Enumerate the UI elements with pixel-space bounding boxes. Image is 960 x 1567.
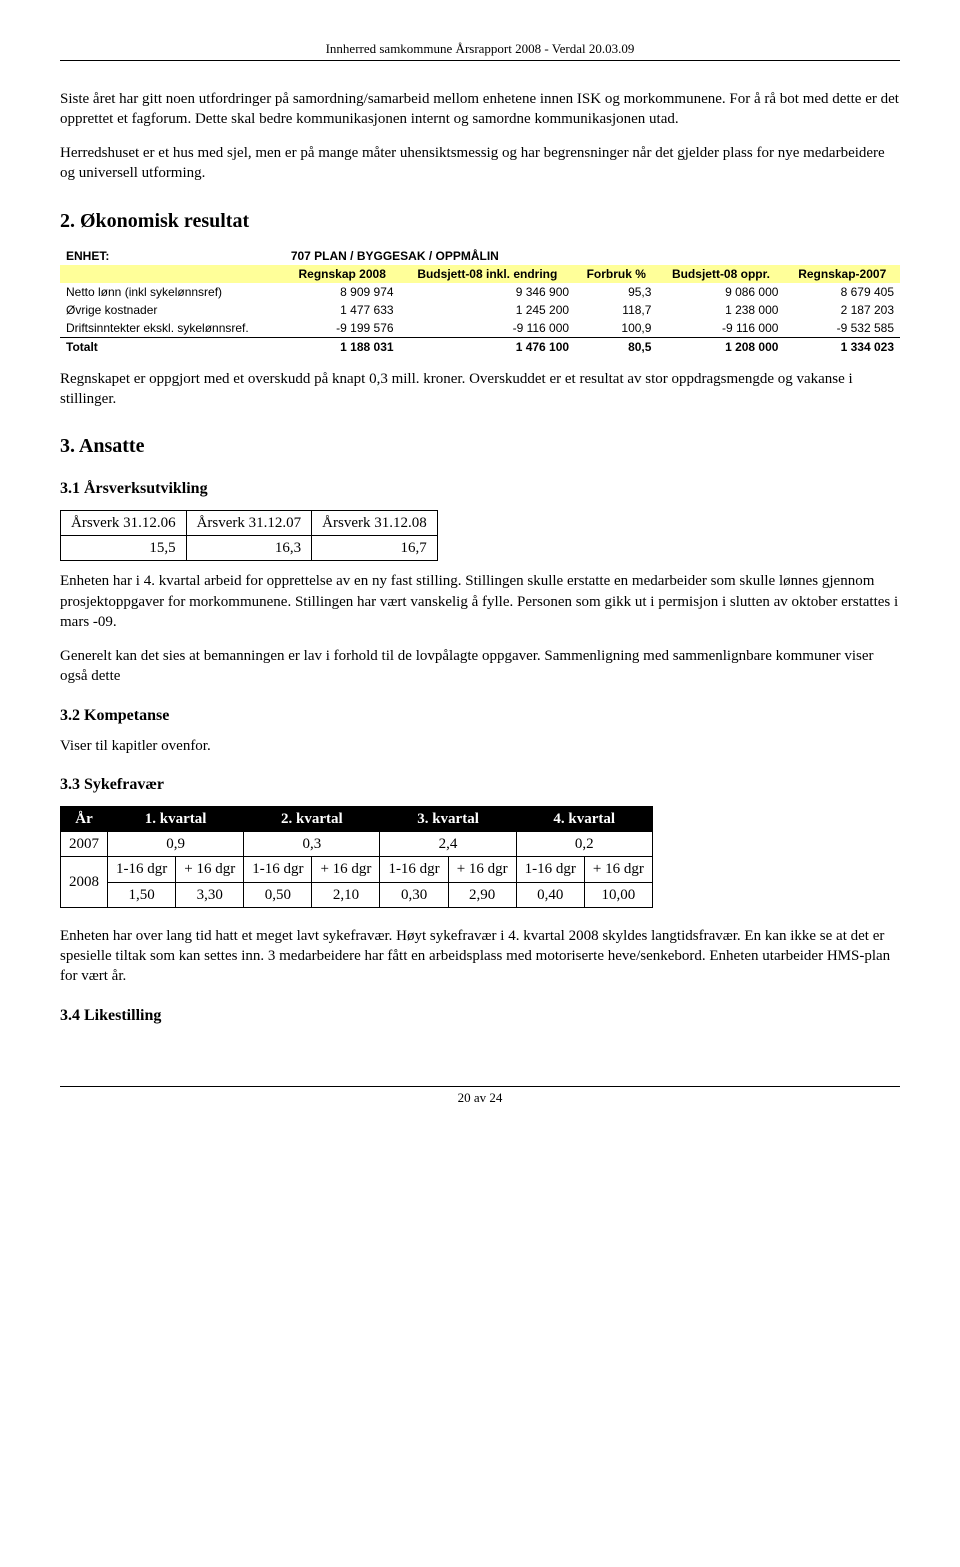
syke-value: 0,2 (516, 832, 652, 857)
section-3-2-title: 3.2 Kompetanse (60, 705, 900, 727)
syke-year: 2008 (61, 857, 108, 908)
page-footer: 20 av 24 (60, 1086, 900, 1107)
syke-value: 0,9 (108, 832, 244, 857)
table-row: Øvrige kostnader 1 477 633 1 245 200 118… (60, 301, 900, 319)
sykefravaer-table: År 1. kvartal 2. kvartal 3. kvartal 4. k… (60, 806, 653, 908)
syke-subheader: + 16 dgr (176, 857, 244, 882)
syke-value: 0,3 (244, 832, 380, 857)
syke-value: 10,00 (584, 882, 652, 907)
econ-col-1: Regnskap 2008 (285, 265, 400, 283)
section-3-3-title: 3.3 Sykefravær (60, 774, 900, 796)
econ-col-2: Budsjett-08 inkl. endring (400, 265, 576, 283)
economic-result-table: ENHET: 707 PLAN / BYGGESAK / OPPMÅLIN Re… (60, 247, 900, 357)
syke-subheader: 1-16 dgr (380, 857, 448, 882)
syke-value: 0,50 (244, 882, 312, 907)
syke-subheader: + 16 dgr (312, 857, 380, 882)
section-2-paragraph: Regnskapet er oppgjort med et overskudd … (60, 369, 900, 410)
syke-value: 0,40 (516, 882, 584, 907)
syke-value: 1,50 (108, 882, 176, 907)
aarsverk-header: Årsverk 31.12.08 (312, 510, 438, 535)
syke-header: 1. kvartal (108, 806, 244, 831)
syke-header: År (61, 806, 108, 831)
aarsverk-table: Årsverk 31.12.06 Årsverk 31.12.07 Årsver… (60, 510, 438, 562)
syke-year: 2007 (61, 832, 108, 857)
section-3-title: 3. Ansatte (60, 433, 900, 460)
section-2-title: 2. Økonomisk resultat (60, 208, 900, 235)
section-3-1-paragraph-1: Enheten har i 4. kvartal arbeid for oppr… (60, 571, 900, 632)
syke-subheader: 1-16 dgr (516, 857, 584, 882)
intro-paragraph-2: Herredshuset er et hus med sjel, men er … (60, 143, 900, 184)
aarsverk-value: 15,5 (61, 536, 187, 561)
section-3-1-title: 3.1 Årsverksutvikling (60, 478, 900, 500)
intro-paragraph-1: Siste året har gitt noen utfordringer på… (60, 89, 900, 130)
enhet-value: 707 PLAN / BYGGESAK / OPPMÅLIN (285, 247, 900, 265)
table-row: Driftsinntekter ekskl. sykelønnsref. -9 … (60, 319, 900, 338)
section-3-3-paragraph: Enheten har over lang tid hatt et meget … (60, 926, 900, 987)
aarsverk-value: 16,3 (186, 536, 312, 561)
syke-value: 0,30 (380, 882, 448, 907)
syke-subheader: 1-16 dgr (244, 857, 312, 882)
aarsverk-header: Årsverk 31.12.06 (61, 510, 187, 535)
section-3-1-paragraph-2: Generelt kan det sies at bemanningen er … (60, 646, 900, 687)
syke-value: 2,4 (380, 832, 516, 857)
syke-header: 3. kvartal (380, 806, 516, 831)
econ-col-3: Forbruk % (575, 265, 657, 283)
syke-subheader: + 16 dgr (584, 857, 652, 882)
syke-header: 4. kvartal (516, 806, 652, 831)
econ-col-4: Budsjett-08 oppr. (657, 265, 784, 283)
syke-value: 2,90 (448, 882, 516, 907)
enhet-label: ENHET: (60, 247, 285, 265)
page-header: Innherred samkommune Årsrapport 2008 - V… (60, 40, 900, 61)
econ-col-0 (60, 265, 285, 283)
section-3-4-title: 3.4 Likestilling (60, 1005, 900, 1027)
syke-value: 3,30 (176, 882, 244, 907)
aarsverk-value: 16,7 (312, 536, 438, 561)
syke-subheader: 1-16 dgr (108, 857, 176, 882)
syke-subheader: + 16 dgr (448, 857, 516, 882)
econ-col-5: Regnskap-2007 (784, 265, 900, 283)
aarsverk-header: Årsverk 31.12.07 (186, 510, 312, 535)
table-row-total: Totalt 1 188 031 1 476 100 80,5 1 208 00… (60, 338, 900, 357)
table-row: Netto lønn (inkl sykelønnsref) 8 909 974… (60, 283, 900, 301)
section-3-2-paragraph: Viser til kapitler ovenfor. (60, 736, 900, 756)
syke-header: 2. kvartal (244, 806, 380, 831)
syke-value: 2,10 (312, 882, 380, 907)
